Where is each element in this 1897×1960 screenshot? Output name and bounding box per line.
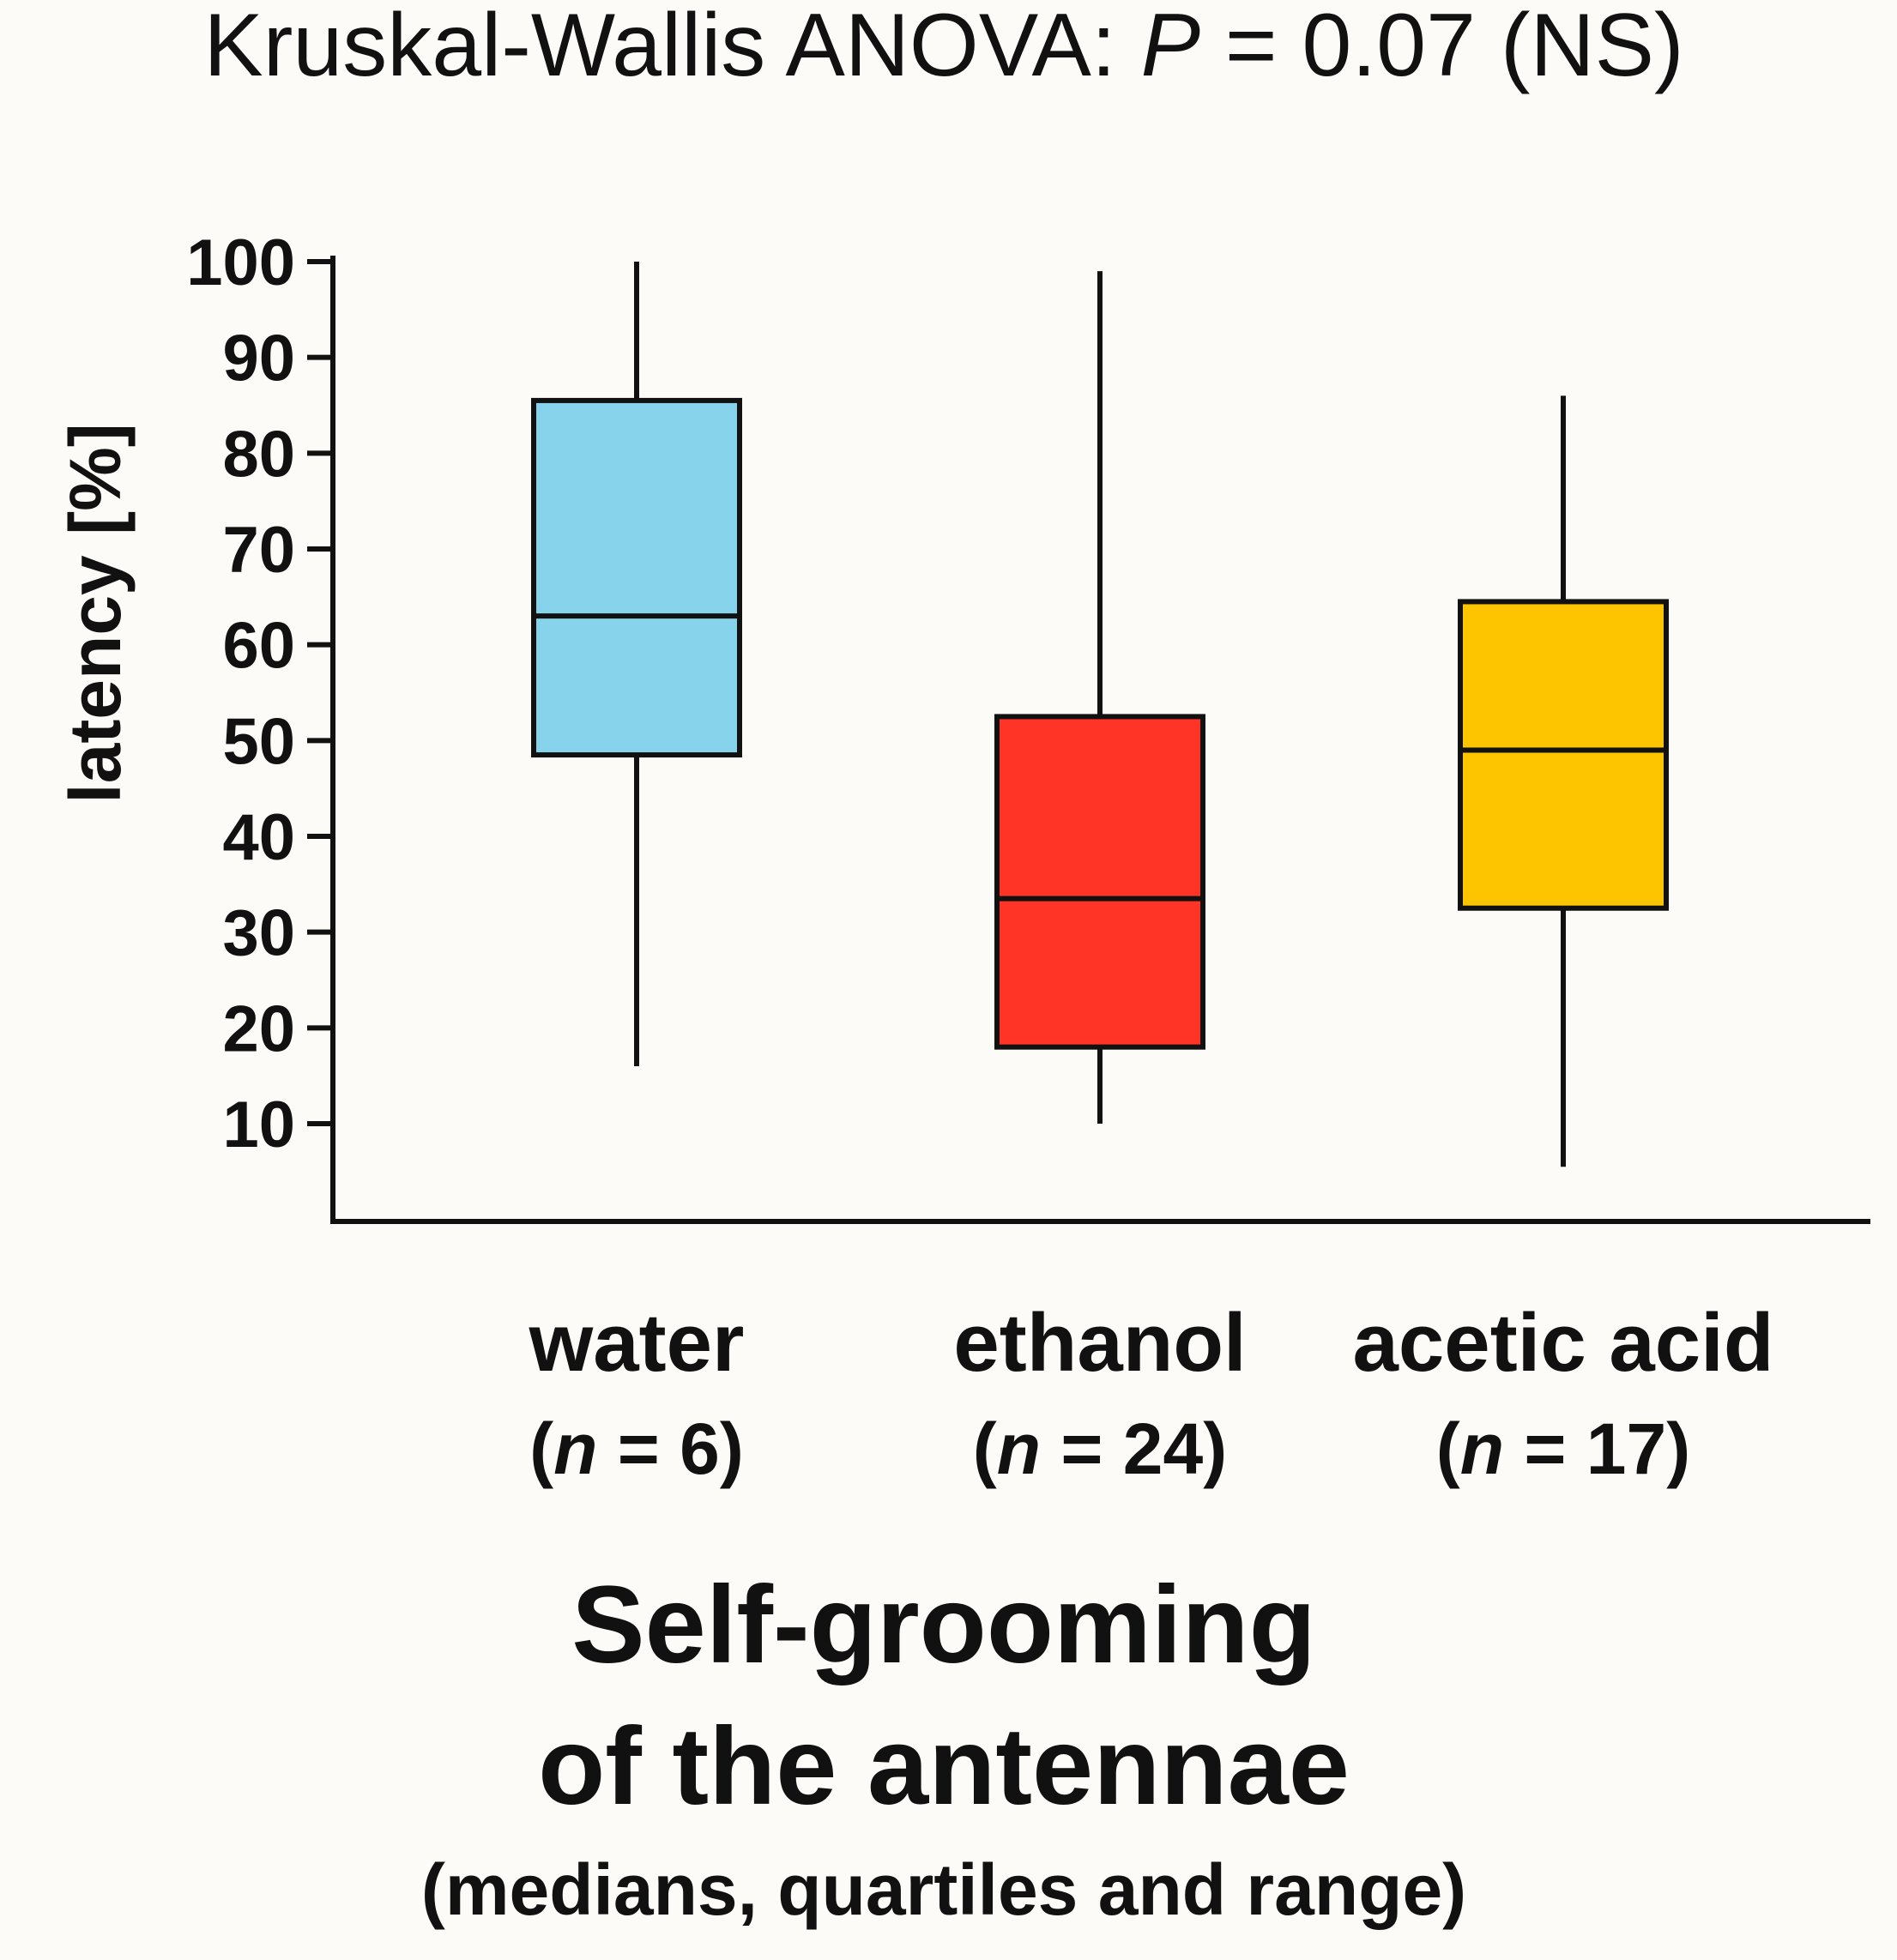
y-tick-label-10: 10 — [222, 1089, 295, 1161]
x-axis-subtitle: (medians, quartiles and range) — [421, 1849, 1466, 1930]
y-tick-label-80: 80 — [222, 418, 295, 491]
x-axis-title-line2: of the antennae — [538, 1705, 1350, 1828]
box-acetic-acid — [1458, 599, 1669, 911]
sample-size-label-acetic-acid: (n = 17) — [1436, 1408, 1690, 1489]
y-tick-label-20: 20 — [222, 992, 295, 1065]
box-ethanol — [994, 714, 1205, 1050]
category-label-ethanol: ethanol — [953, 1297, 1246, 1389]
category-label-acetic-acid: acetic acid — [1353, 1297, 1774, 1389]
sample-size-label-water: (n = 6) — [529, 1408, 744, 1489]
plot-area: 10 20 30 40 50 60 70 80 90 100 — [186, 226, 1870, 1224]
x-axis-title-line1: Self-grooming — [571, 1564, 1316, 1686]
y-tick-label-100: 100 — [186, 226, 295, 299]
x-category-labels: water (n = 6) ethanol (n = 24) acetic acid (n… — [529, 1297, 1774, 1489]
y-axis-label: latency [%] — [55, 423, 136, 803]
chart-title: Kruskal-Wallis ANOVA: P = 0.07 (NS) — [203, 0, 1683, 95]
y-tick-label-70: 70 — [222, 514, 295, 587]
category-label-water: water — [529, 1297, 745, 1389]
y-tick-label-60: 60 — [222, 610, 295, 683]
y-tick-label-50: 50 — [222, 705, 295, 778]
sample-size-label-ethanol: (n = 24) — [973, 1408, 1227, 1489]
y-tick-label-90: 90 — [222, 323, 295, 395]
y-tick-label-40: 40 — [222, 801, 295, 874]
y-tick-label-30: 30 — [222, 897, 295, 970]
box-water — [531, 397, 742, 758]
